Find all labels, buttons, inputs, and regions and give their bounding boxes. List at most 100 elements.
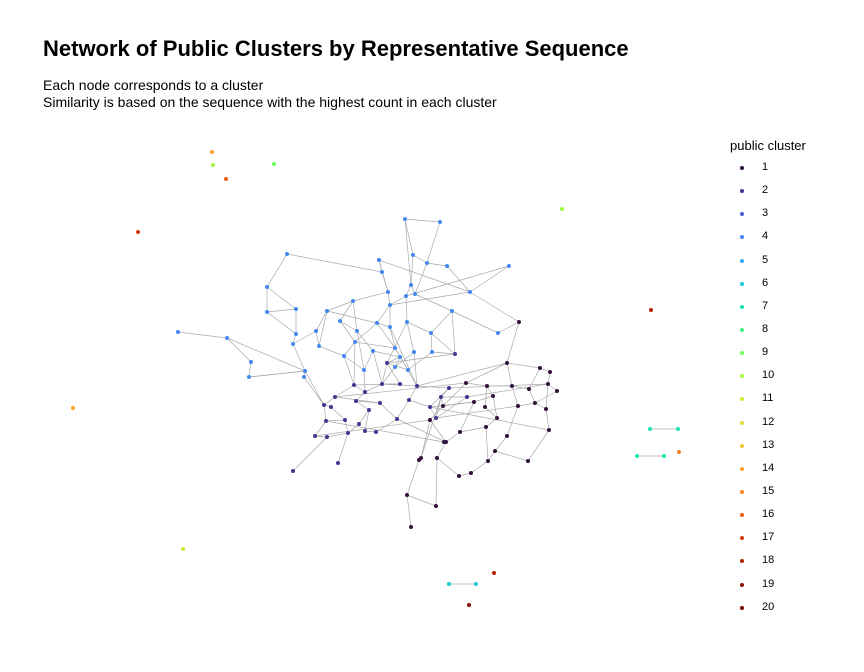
- network-node-cluster-4: [406, 368, 410, 372]
- network-node-cluster-2: [357, 422, 361, 426]
- network-edge: [326, 300, 354, 312]
- network-node-cluster-2: [398, 382, 402, 386]
- legend-swatch: [740, 489, 744, 494]
- network-node-cluster-1: [484, 425, 488, 429]
- network-node-cluster-1: [428, 418, 432, 422]
- network-edge: [436, 457, 460, 477]
- legend-item-14: 14: [730, 460, 806, 483]
- network-node-cluster-4: [388, 325, 392, 329]
- network-node-cluster-4: [386, 290, 390, 294]
- network-edge: [506, 321, 520, 364]
- network-edge: [364, 383, 383, 393]
- network-edge: [389, 326, 396, 349]
- network-node-cluster-4: [413, 292, 417, 296]
- network-edge: [389, 326, 418, 387]
- legend-swatch: [740, 351, 744, 356]
- network-node-cluster-14: [210, 150, 214, 154]
- network-node-cluster-2: [322, 403, 326, 407]
- network-edge: [248, 370, 306, 378]
- network-node-cluster-2: [324, 419, 328, 423]
- network-node-cluster-4: [325, 309, 329, 313]
- network-edge: [387, 291, 391, 306]
- network-edge: [363, 369, 366, 393]
- network-edge: [534, 402, 547, 410]
- legend-swatch: [740, 605, 744, 610]
- legend-item-9: 9: [730, 344, 806, 367]
- network-edges: [177, 218, 678, 585]
- network-node-cluster-2: [385, 361, 389, 365]
- network-node-cluster-2: [378, 401, 382, 405]
- legend-item-12: 12: [730, 414, 806, 437]
- network-edge: [372, 350, 401, 358]
- network-node-cluster-4: [411, 253, 415, 257]
- network-nodes: [71, 150, 681, 607]
- network-edge: [406, 494, 412, 528]
- network-node-cluster-7: [635, 454, 639, 458]
- legend-item-16: 16: [730, 506, 806, 529]
- network-node-cluster-4: [412, 350, 416, 354]
- legend-label: 9: [762, 346, 769, 359]
- network-edge: [416, 362, 508, 387]
- network-edge: [547, 371, 551, 385]
- network-edge: [451, 310, 499, 334]
- network-edge: [314, 435, 328, 438]
- network-node-cluster-2: [453, 352, 457, 356]
- network-edge: [545, 408, 550, 431]
- network-edge: [378, 259, 389, 293]
- network-node-cluster-2: [329, 405, 333, 409]
- network-edge: [386, 353, 456, 364]
- network-node-cluster-4: [314, 329, 318, 333]
- network-edge: [414, 262, 428, 295]
- network-node-cluster-7: [648, 427, 652, 431]
- network-node-cluster-1: [510, 384, 514, 388]
- network-node-cluster-4: [398, 355, 402, 359]
- legend-label: 17: [762, 531, 775, 544]
- legend-swatch: [740, 304, 744, 309]
- legend-label: 11: [762, 392, 774, 405]
- network-node-cluster-1: [546, 382, 550, 386]
- network-edge: [343, 355, 355, 386]
- network-node-cluster-1: [544, 407, 548, 411]
- legend-label: 2: [762, 184, 769, 197]
- network-edge: [492, 395, 498, 419]
- network-node-cluster-1: [486, 459, 490, 463]
- network-edge: [429, 419, 447, 443]
- network-node-cluster-2: [343, 418, 347, 422]
- network-edge: [459, 426, 487, 433]
- network-edge: [376, 322, 391, 328]
- network-edge: [352, 291, 389, 302]
- chart-title: Network of Public Clusters by Representa…: [43, 36, 629, 61]
- legend-swatch: [740, 466, 744, 471]
- network-edge: [416, 385, 450, 389]
- network-node-cluster-2: [439, 395, 443, 399]
- legend-label: 20: [762, 600, 775, 613]
- network-edge: [410, 254, 414, 286]
- network-edge: [318, 345, 345, 357]
- legend-label: 5: [762, 253, 769, 266]
- network-edge: [326, 310, 378, 324]
- network-node-cluster-1: [442, 440, 446, 444]
- network-node-cluster-4: [468, 290, 472, 294]
- legend-item-5: 5: [730, 252, 806, 275]
- legend-item-13: 13: [730, 437, 806, 460]
- network-edge: [408, 399, 431, 408]
- network-node-cluster-4: [496, 331, 500, 335]
- legend-items: 1 2 3 4 5 6 7 8 9 10 11 12 13 14 15 16 17 18 19 20: [730, 159, 806, 622]
- network-edge: [372, 350, 383, 385]
- legend-item-20: 20: [730, 599, 806, 622]
- network-node-cluster-1: [493, 449, 497, 453]
- network-edge: [426, 221, 441, 264]
- network-node-cluster-4: [388, 303, 392, 307]
- network-node-cluster-1: [457, 474, 461, 478]
- network-edge: [446, 265, 471, 293]
- network-edge: [315, 330, 320, 347]
- network-edge: [473, 395, 494, 403]
- network-edge: [528, 388, 536, 404]
- legend-item-11: 11: [730, 390, 806, 413]
- network-edge: [517, 402, 536, 407]
- network-node-cluster-2: [407, 398, 411, 402]
- network-edge: [406, 459, 420, 496]
- network-node-cluster-4: [285, 252, 289, 256]
- legend-label: 14: [762, 461, 775, 474]
- network-edge: [430, 310, 453, 334]
